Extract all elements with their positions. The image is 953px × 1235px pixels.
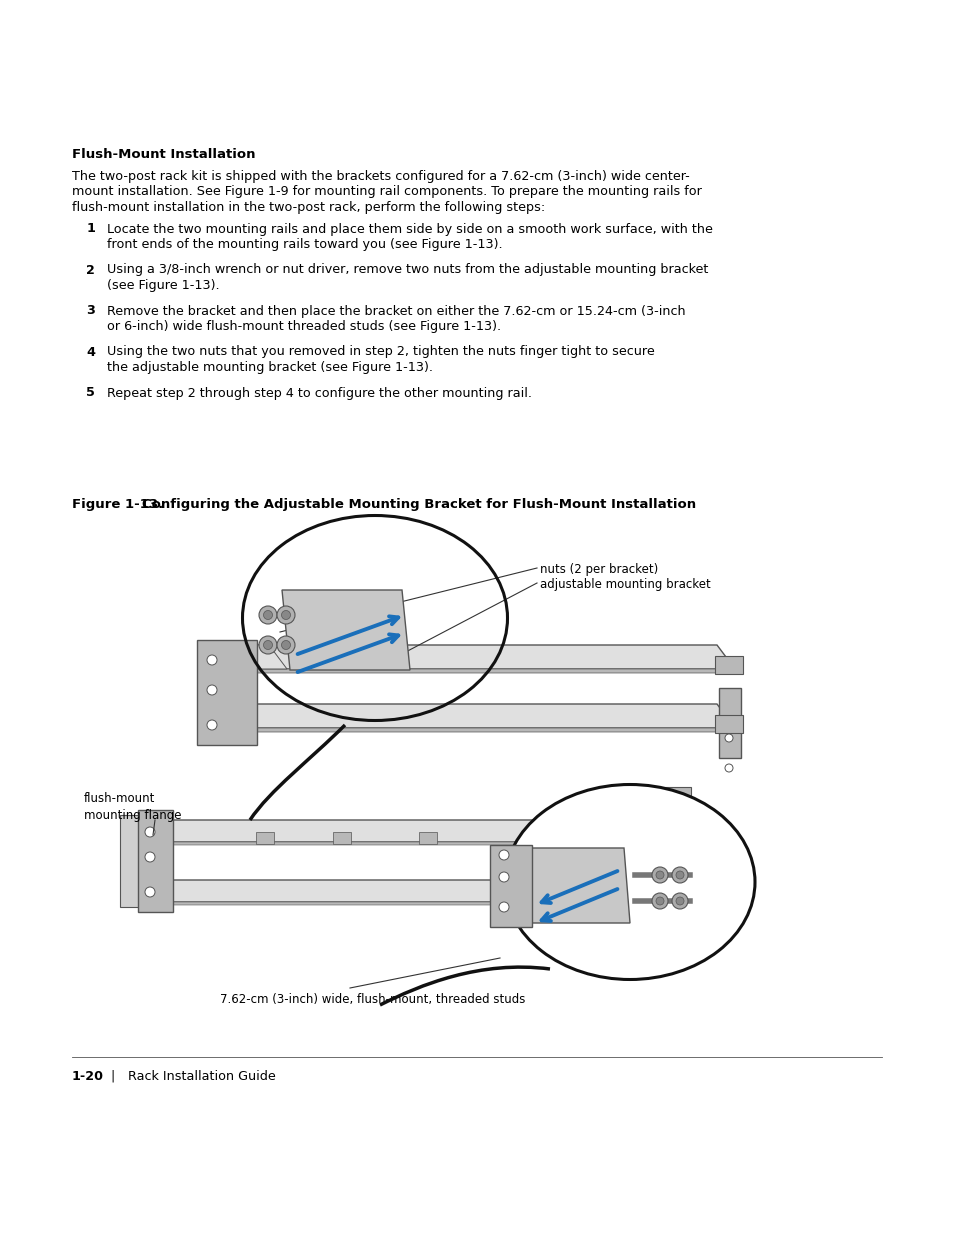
Text: Using a 3/8-inch wrench or nut driver, remove two nuts from the adjustable mount: Using a 3/8-inch wrench or nut driver, r… bbox=[107, 263, 708, 277]
Circle shape bbox=[207, 720, 216, 730]
Polygon shape bbox=[418, 832, 436, 844]
Polygon shape bbox=[143, 820, 684, 842]
Circle shape bbox=[724, 734, 732, 742]
Text: Flush-Mount Installation: Flush-Mount Installation bbox=[71, 148, 255, 161]
Polygon shape bbox=[282, 590, 410, 671]
Text: 1: 1 bbox=[86, 222, 95, 236]
Text: adjustable mounting bracket: adjustable mounting bracket bbox=[539, 578, 710, 592]
Polygon shape bbox=[143, 881, 684, 902]
Circle shape bbox=[258, 636, 276, 655]
Text: Repeat step 2 through step 4 to configure the other mounting rail.: Repeat step 2 through step 4 to configur… bbox=[107, 387, 532, 399]
Polygon shape bbox=[239, 645, 287, 669]
Text: 7.62-cm (3-inch) wide, flush-mount, threaded studs: 7.62-cm (3-inch) wide, flush-mount, thre… bbox=[220, 993, 525, 1007]
Text: 1-20: 1-20 bbox=[71, 1070, 104, 1083]
Circle shape bbox=[671, 867, 687, 883]
Polygon shape bbox=[523, 848, 629, 923]
Circle shape bbox=[145, 827, 154, 837]
Text: flush-mount installation in the two-post rack, perform the following steps:: flush-mount installation in the two-post… bbox=[71, 201, 545, 214]
Text: or 6-inch) wide flush-mount threaded studs (see Figure 1-13).: or 6-inch) wide flush-mount threaded stu… bbox=[107, 320, 500, 333]
Circle shape bbox=[263, 610, 273, 620]
Text: nuts (2 per bracket): nuts (2 per bracket) bbox=[539, 563, 658, 576]
Polygon shape bbox=[138, 810, 172, 911]
Text: Rack Installation Guide: Rack Installation Guide bbox=[128, 1070, 275, 1083]
Polygon shape bbox=[143, 842, 684, 845]
Text: Configuring the Adjustable Mounting Bracket for Flush-Mount Installation: Configuring the Adjustable Mounting Brac… bbox=[142, 498, 696, 511]
Text: front ends of the mounting rails toward you (see Figure 1-13).: front ends of the mounting rails toward … bbox=[107, 238, 502, 251]
Polygon shape bbox=[714, 656, 742, 674]
Circle shape bbox=[651, 893, 667, 909]
Polygon shape bbox=[143, 902, 684, 905]
Text: 5: 5 bbox=[86, 387, 95, 399]
Circle shape bbox=[207, 685, 216, 695]
Circle shape bbox=[263, 641, 273, 650]
Circle shape bbox=[676, 897, 683, 905]
Circle shape bbox=[498, 850, 509, 860]
Text: Locate the two mounting rails and place them side by side on a smooth work surfa: Locate the two mounting rails and place … bbox=[107, 222, 712, 236]
Polygon shape bbox=[120, 815, 140, 906]
Circle shape bbox=[281, 610, 291, 620]
Text: Using the two nuts that you removed in step 2, tighten the nuts finger tight to : Using the two nuts that you removed in s… bbox=[107, 346, 654, 358]
Circle shape bbox=[281, 641, 291, 650]
Text: flush-mount
mounting flange: flush-mount mounting flange bbox=[84, 792, 181, 823]
Circle shape bbox=[276, 606, 294, 624]
Text: |: | bbox=[110, 1070, 114, 1083]
Circle shape bbox=[671, 893, 687, 909]
Polygon shape bbox=[333, 832, 351, 844]
Text: the adjustable mounting bracket (see Figure 1-13).: the adjustable mounting bracket (see Fig… bbox=[107, 361, 433, 374]
Polygon shape bbox=[490, 845, 532, 927]
Circle shape bbox=[498, 872, 509, 882]
Polygon shape bbox=[196, 640, 256, 745]
Text: 4: 4 bbox=[86, 346, 95, 358]
Circle shape bbox=[651, 867, 667, 883]
Polygon shape bbox=[662, 787, 690, 847]
Text: (see Figure 1-13).: (see Figure 1-13). bbox=[107, 279, 219, 291]
Circle shape bbox=[258, 606, 276, 624]
Circle shape bbox=[145, 852, 154, 862]
Circle shape bbox=[276, 636, 294, 655]
Polygon shape bbox=[227, 727, 734, 732]
Text: 3: 3 bbox=[86, 305, 95, 317]
Circle shape bbox=[498, 902, 509, 911]
Polygon shape bbox=[227, 704, 734, 727]
Circle shape bbox=[145, 887, 154, 897]
Polygon shape bbox=[714, 715, 742, 734]
Polygon shape bbox=[227, 645, 734, 669]
Text: mount installation. See Figure 1-9 for mounting rail components. To prepare the : mount installation. See Figure 1-9 for m… bbox=[71, 185, 701, 199]
Text: Figure 1-13.: Figure 1-13. bbox=[71, 498, 163, 511]
Ellipse shape bbox=[504, 784, 754, 979]
Polygon shape bbox=[227, 669, 734, 673]
Polygon shape bbox=[255, 832, 274, 844]
Text: The two-post rack kit is shipped with the brackets configured for a 7.62-cm (3-i: The two-post rack kit is shipped with th… bbox=[71, 170, 689, 183]
Circle shape bbox=[671, 863, 679, 871]
Circle shape bbox=[676, 871, 683, 879]
Circle shape bbox=[656, 897, 663, 905]
Circle shape bbox=[207, 655, 216, 664]
Text: Remove the bracket and then place the bracket on either the 7.62-cm or 15.24-cm : Remove the bracket and then place the br… bbox=[107, 305, 685, 317]
Circle shape bbox=[671, 832, 679, 841]
Circle shape bbox=[724, 764, 732, 772]
Polygon shape bbox=[719, 688, 740, 758]
Circle shape bbox=[656, 871, 663, 879]
Text: 2: 2 bbox=[86, 263, 95, 277]
